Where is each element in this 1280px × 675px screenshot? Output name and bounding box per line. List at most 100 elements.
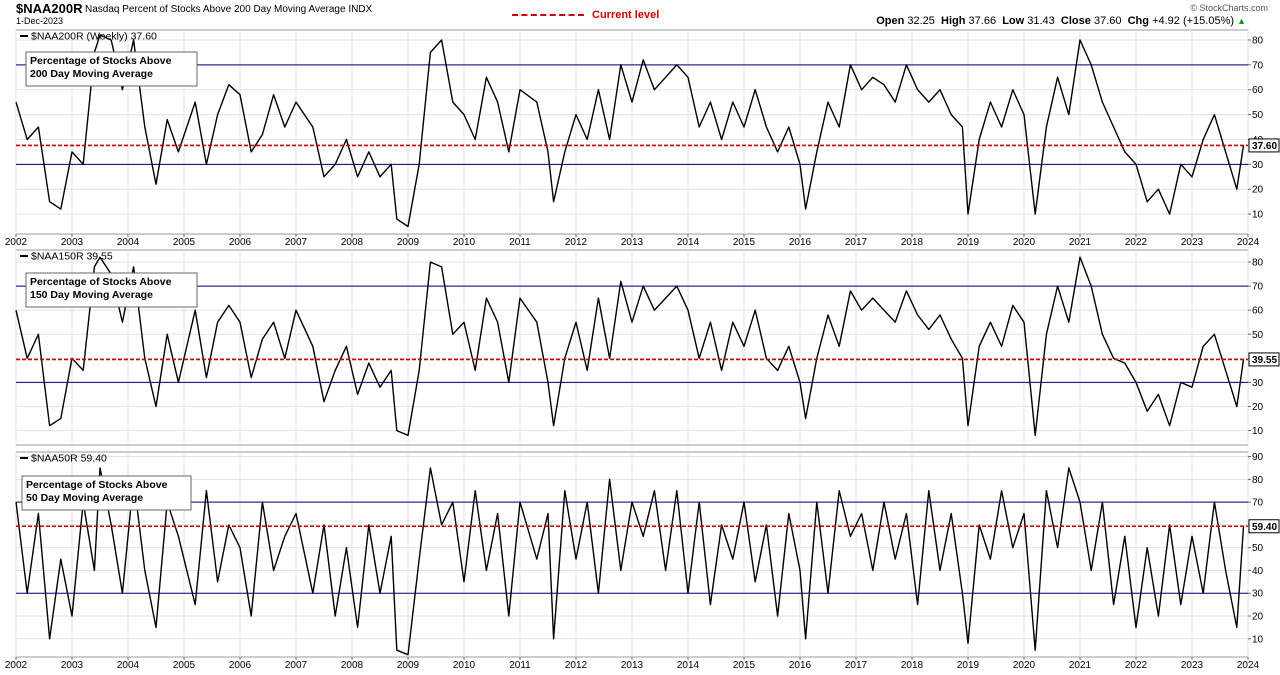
description-text: Nasdaq Percent of Stocks Above 200 Day M… bbox=[85, 4, 346, 15]
x-tick-label: 2009 bbox=[397, 660, 420, 671]
x-tick-label: 2021 bbox=[1069, 237, 1092, 248]
y-tick-label: 70 bbox=[1252, 498, 1264, 509]
annotation-line: 150 Day Moving Average bbox=[30, 289, 153, 301]
y-tick-label: 10 bbox=[1252, 210, 1264, 221]
y-tick-label: 60 bbox=[1252, 85, 1264, 96]
x-tick-label: 2020 bbox=[1013, 660, 1036, 671]
chart-description: Nasdaq Percent of Stocks Above 200 Day M… bbox=[85, 4, 372, 15]
x-tick-label: 2011 bbox=[509, 660, 531, 671]
current-value-label: 37.60 bbox=[1252, 141, 1277, 152]
annotation-line: Percentage of Stocks Above bbox=[26, 479, 168, 491]
x-tick-label: 2012 bbox=[565, 237, 588, 248]
y-tick-label: 50 bbox=[1252, 110, 1264, 121]
annotation-line: 200 Day Moving Average bbox=[30, 68, 153, 80]
y-tick-label: 50 bbox=[1252, 330, 1264, 341]
x-tick-label: 2002 bbox=[5, 660, 28, 671]
y-tick-label: 70 bbox=[1252, 60, 1264, 71]
x-tick-label: 2010 bbox=[453, 237, 476, 248]
annotation-line: Percentage of Stocks Above bbox=[30, 276, 172, 288]
exchange-label: INDX bbox=[348, 4, 373, 15]
chg-up-arrow-icon: ▲ bbox=[1237, 16, 1246, 26]
chart-date: 1-Dec-2023 bbox=[16, 16, 64, 26]
x-tick-label: 2013 bbox=[621, 237, 644, 248]
x-tick-label: 2024 bbox=[1237, 660, 1260, 671]
x-tick-label: 2005 bbox=[173, 237, 196, 248]
chart-header: $NAA200R Nasdaq Percent of Stocks Above … bbox=[0, 0, 1280, 30]
x-tick-label: 2004 bbox=[117, 237, 140, 248]
series-label: $NAA200R (Weekly) 37.60 bbox=[31, 31, 157, 43]
x-tick-label: 2017 bbox=[845, 660, 868, 671]
x-tick-label: 2005 bbox=[173, 660, 196, 671]
current-level-legend: Current level bbox=[512, 9, 659, 21]
indicator-line bbox=[15, 467, 1245, 656]
x-tick-label: 2012 bbox=[565, 660, 588, 671]
x-tick-label: 2024 bbox=[1237, 237, 1260, 248]
stockcharts-credit[interactable]: © StockCharts.com bbox=[1190, 3, 1268, 13]
current-value-badge bbox=[1248, 138, 1280, 153]
x-tick-label: 2014 bbox=[677, 660, 700, 671]
x-tick-label: 2014 bbox=[677, 237, 700, 248]
y-tick-label: 80 bbox=[1252, 35, 1264, 46]
close-label: Close bbox=[1060, 15, 1091, 27]
x-tick-label: 2006 bbox=[229, 660, 252, 671]
x-tick-label: 2018 bbox=[901, 237, 924, 248]
annotation-box bbox=[25, 272, 198, 308]
y-tick-label: 70 bbox=[1252, 282, 1264, 293]
y-tick-label: 80 bbox=[1252, 258, 1264, 269]
x-tick-label: 2019 bbox=[957, 237, 980, 248]
annotation-line: 50 Day Moving Average bbox=[26, 492, 143, 504]
indicator-panel-1: 102030405060708037.60$NAA200R (Weekly) 3… bbox=[5, 29, 1280, 248]
x-tick-label: 2002 bbox=[5, 237, 28, 248]
y-tick-label: 60 bbox=[1252, 306, 1264, 317]
y-tick-label: 20 bbox=[1252, 612, 1264, 623]
series-label: $NAA150R 39.55 bbox=[31, 251, 113, 263]
x-tick-label: 2016 bbox=[789, 660, 812, 671]
current-level-legend-label: Current level bbox=[592, 9, 660, 21]
x-tick-label: 2021 bbox=[1069, 660, 1092, 671]
annotation-box bbox=[21, 475, 192, 511]
x-tick-label: 2011 bbox=[509, 237, 531, 248]
y-tick-label: 20 bbox=[1252, 185, 1264, 196]
indicator-line bbox=[15, 256, 1245, 437]
ohlc-readout: Open 32.25 High 37.66 Low 31.43 Close 37… bbox=[876, 15, 1246, 27]
x-tick-label: 2017 bbox=[845, 237, 868, 248]
x-tick-label: 2015 bbox=[733, 660, 756, 671]
x-tick-label: 2010 bbox=[453, 660, 476, 671]
y-tick-label: 90 bbox=[1252, 452, 1264, 463]
x-tick-label: 2003 bbox=[61, 660, 84, 671]
low-value: 31.43 bbox=[1027, 15, 1055, 27]
x-tick-label: 2008 bbox=[341, 660, 364, 671]
x-tick-label: 2013 bbox=[621, 660, 644, 671]
annotation-box bbox=[25, 51, 198, 87]
open-label: Open bbox=[876, 15, 905, 27]
x-tick-label: 2019 bbox=[957, 660, 980, 671]
chg-value: +4.92 (+15.05%) bbox=[1152, 15, 1235, 27]
x-tick-label: 2004 bbox=[117, 660, 140, 671]
x-tick-label: 2020 bbox=[1013, 237, 1036, 248]
x-tick-label: 2022 bbox=[1125, 660, 1148, 671]
x-tick-label: 2016 bbox=[789, 237, 812, 248]
close-value: 37.60 bbox=[1093, 15, 1122, 27]
indicator-panel-3: 10203040506070809059.40$NAA50R 59.40Perc… bbox=[5, 451, 1280, 671]
x-tick-label: 2009 bbox=[397, 237, 420, 248]
y-tick-label: 30 bbox=[1252, 589, 1264, 600]
x-tick-label: 2007 bbox=[285, 660, 308, 671]
y-tick-label: 10 bbox=[1252, 426, 1264, 437]
current-value-badge bbox=[1248, 352, 1280, 367]
current-value-badge bbox=[1248, 519, 1280, 534]
x-tick-label: 2018 bbox=[901, 660, 924, 671]
ticker-symbol: $NAA200R bbox=[16, 1, 83, 16]
high-value: 37.66 bbox=[968, 15, 997, 27]
current-value-label: 39.55 bbox=[1252, 355, 1277, 366]
series-label: $NAA50R 59.40 bbox=[31, 453, 107, 465]
current-value-label: 59.40 bbox=[1252, 522, 1277, 533]
x-tick-label: 2023 bbox=[1181, 660, 1204, 671]
y-tick-label: 80 bbox=[1252, 475, 1264, 486]
y-tick-label: 20 bbox=[1252, 402, 1264, 413]
high-label: High bbox=[941, 15, 966, 27]
x-tick-label: 2015 bbox=[733, 237, 756, 248]
indicator-line bbox=[15, 34, 1245, 228]
x-tick-label: 2022 bbox=[1125, 237, 1148, 248]
annotation-line: Percentage of Stocks Above bbox=[30, 55, 172, 67]
